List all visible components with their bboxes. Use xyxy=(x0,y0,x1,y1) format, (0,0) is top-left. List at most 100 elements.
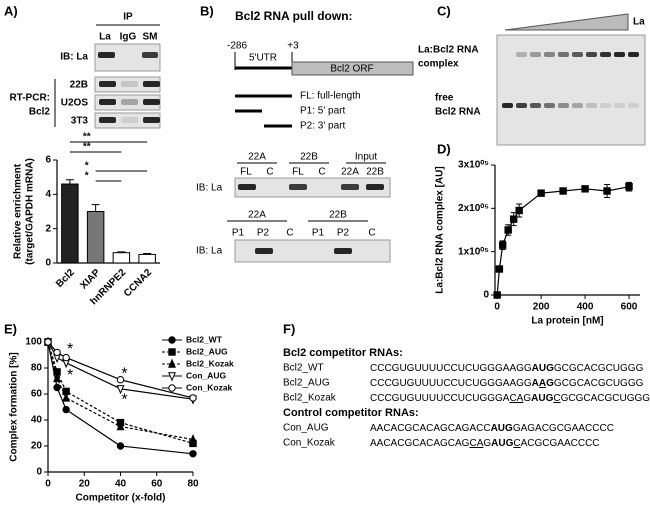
lane-label: FL xyxy=(240,167,252,178)
gel-band xyxy=(586,52,597,57)
gel-band xyxy=(628,52,639,57)
x-tick-label: 600 xyxy=(621,302,638,313)
sequence: CCCGUGUUUUCCUCUGGGAAGGAAGGCGCACGCUGGG xyxy=(370,378,644,389)
marker xyxy=(44,338,52,346)
x-tick-label: Bcl2 xyxy=(54,267,77,290)
sequence-part: CCCGUGUUUUCCUCUGGGAAGG xyxy=(370,363,532,374)
y-tick-label: 2 xyxy=(45,223,51,234)
gel-band xyxy=(238,184,256,190)
y-tick-label: 0 xyxy=(36,467,42,478)
marker xyxy=(495,265,504,273)
lane-label: C xyxy=(286,228,293,239)
cell-label: 3T3 xyxy=(71,116,89,127)
sequence-part: G xyxy=(483,438,491,449)
complex-label: complex xyxy=(418,59,459,70)
legend-label: Con_AUG xyxy=(186,370,227,380)
marker xyxy=(62,392,71,402)
error-bar xyxy=(65,179,74,185)
marker xyxy=(53,372,62,383)
method-label: RT-PCR: xyxy=(9,93,50,104)
sequence-part: G xyxy=(523,393,531,404)
gel-band xyxy=(516,52,527,57)
sequence: AACACGCACAGCAGCAGAUGCACGCGAACCCC xyxy=(370,438,600,449)
lane-label: C xyxy=(368,228,375,239)
cell-label: 22B xyxy=(70,80,88,91)
rna-name: Con_AUG xyxy=(283,423,329,434)
gel-band xyxy=(121,117,138,123)
gel-band xyxy=(121,81,138,87)
bar xyxy=(86,211,105,264)
lane-label: P2 xyxy=(337,228,350,239)
sequence-part: A xyxy=(532,378,539,389)
group-title: Control competitor RNAs: xyxy=(283,407,419,419)
gel-band xyxy=(502,103,513,108)
panel-letter: E) xyxy=(4,321,17,336)
group-label: 22B xyxy=(329,210,347,221)
marker xyxy=(116,421,125,431)
significance: * xyxy=(67,367,73,384)
sequence-part: AUG xyxy=(531,393,553,404)
gel-band xyxy=(600,52,611,57)
x-tick-label: 200 xyxy=(533,302,550,313)
blot-label: IB: La xyxy=(196,183,223,194)
gel-band xyxy=(628,103,639,108)
y-tick-label: 2x10⁰⁵ xyxy=(458,203,489,214)
group-label: 22A xyxy=(248,152,266,163)
x-tick-label: 400 xyxy=(577,302,594,313)
gel-band xyxy=(544,52,555,57)
marker xyxy=(581,185,589,193)
cell-label: U2OS xyxy=(61,98,89,109)
region-label: Bcl2 ORF xyxy=(330,64,373,75)
series-line xyxy=(47,341,194,441)
lane-label: 22A xyxy=(341,167,359,178)
marker xyxy=(537,189,545,197)
marker xyxy=(504,226,512,234)
series-line xyxy=(496,186,630,296)
gel-band xyxy=(572,103,583,108)
significance: * xyxy=(121,366,127,383)
fragment-label: P2: 3' part xyxy=(300,121,345,132)
position-label: +3 xyxy=(287,41,299,52)
lane-label: FL xyxy=(292,167,304,178)
marker xyxy=(625,182,633,191)
sequence-part: CA xyxy=(509,393,523,404)
complex-label: La:Bcl2 RNA xyxy=(418,45,479,56)
gel-band xyxy=(98,52,115,58)
group-label: 22A xyxy=(248,210,266,221)
marker xyxy=(168,358,176,368)
x-tick-label: 60 xyxy=(151,479,163,490)
sequence-part: GAGACGCGAACCCC xyxy=(513,423,614,434)
orf-box xyxy=(291,61,414,76)
lane-label: La xyxy=(99,32,111,43)
x-axis-label: Competitor (x-fold) xyxy=(76,493,166,504)
free-label: free xyxy=(435,93,454,104)
panel-letter: A) xyxy=(4,3,18,18)
y-tick-label: 3x10⁰⁵ xyxy=(458,160,489,171)
blot-label: IB: La xyxy=(196,246,223,257)
group-title: Bcl2 competitor RNAs: xyxy=(283,347,403,359)
sequence-part: ACGCGAACCCC xyxy=(521,438,600,449)
gel xyxy=(234,239,391,263)
sequence-part: AACACGCACAGCAGACC xyxy=(370,423,491,434)
gel-band xyxy=(530,103,541,108)
x-tick-label: 80 xyxy=(187,479,199,490)
lane-label: P2 xyxy=(257,228,270,239)
y-tick-label: 100 xyxy=(25,337,42,348)
marker xyxy=(559,187,567,195)
sequence-part: G xyxy=(546,378,554,389)
marker xyxy=(53,383,61,392)
blot-label: IB: La xyxy=(60,52,88,63)
marker xyxy=(53,348,61,357)
ip-label: IP xyxy=(123,12,133,23)
legend-label: Bcl2_AUG xyxy=(186,346,228,356)
gel-band xyxy=(341,184,359,190)
sequence-part: AUG xyxy=(532,363,554,374)
significance: * xyxy=(85,161,89,172)
gel-band xyxy=(572,52,583,57)
marker xyxy=(189,450,197,458)
gel-band xyxy=(516,103,527,108)
marker xyxy=(116,385,125,395)
position-label: -286 xyxy=(227,41,247,52)
gel-band xyxy=(366,184,384,190)
